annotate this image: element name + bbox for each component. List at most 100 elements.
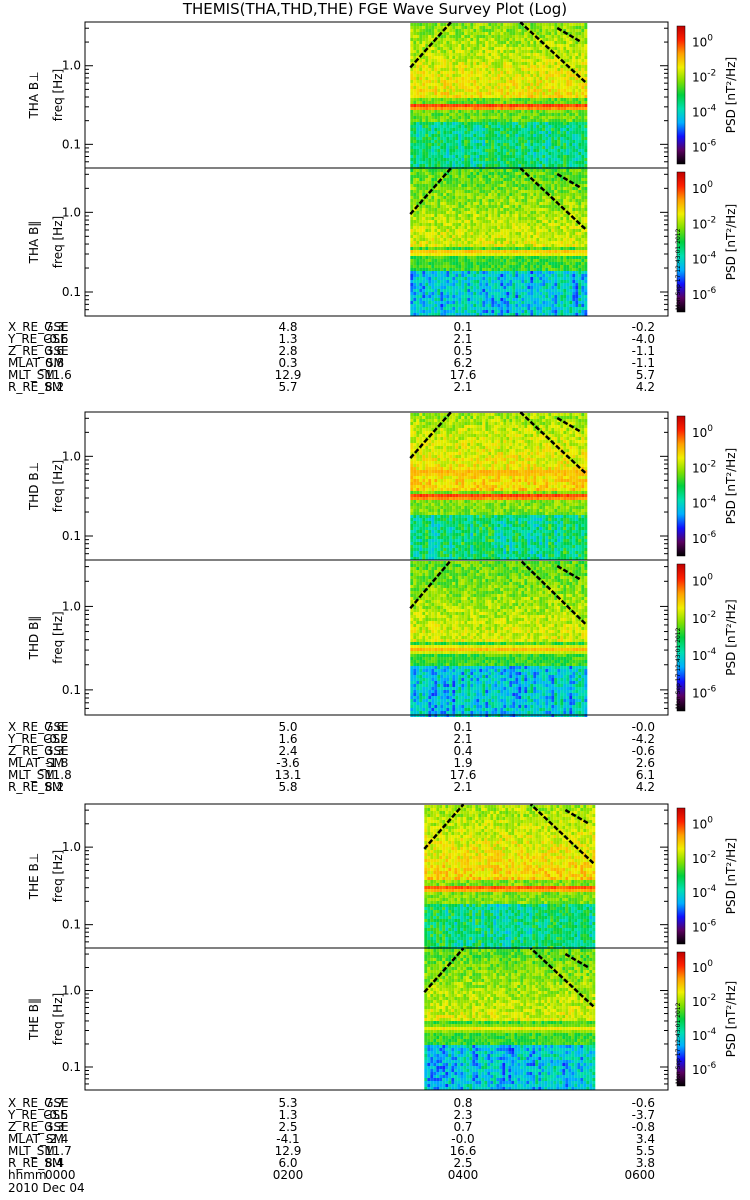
ephemeris-name: MLT_SM [8,768,55,782]
ephemeris-value: 3.6 [45,344,64,358]
ephemeris-value: -0.6 [632,744,655,758]
y-tick-label: 0.1 [62,918,81,932]
colorbar-label: PSD [nT²/Hz] [724,838,738,914]
colorbar [676,951,686,1087]
date-stamp: Mon Sep 17 12:43:01 2012 [675,627,682,709]
ephemeris-name: R_RE_SM [8,780,62,794]
ephemeris-value: 1.3 [278,332,297,346]
colorbar-tick-label: 10-4 [692,251,717,267]
y-tick-label: 1.0 [62,205,81,219]
ephemeris-name: Y_RE_GSE [7,332,68,346]
ephemeris-value: 5.7 [636,368,655,382]
y-ticks [85,953,668,1085]
y-axis-label: freq [Hz] [51,611,65,663]
ephemeris-name: Z_RE_GSE [8,1120,69,1134]
ephemeris-name: Z_RE_GSE [8,744,69,758]
cyclotron-curve [423,803,595,865]
spectrogram-panel [84,411,686,561]
panel-ylabel: THD B‖ [27,616,41,661]
panel-ylabel: THA B⊥ [27,71,41,119]
colorbar-tick-label: 10-6 [692,1061,717,1077]
spectrogram-panel [84,947,686,1091]
colorbar-tick-label: 100 [692,959,713,975]
y-axis-label: freq [Hz] [51,69,65,121]
cyclotron-curve [409,167,587,230]
ephemeris-value: 0.1 [453,320,472,334]
panel-ylabel: THE B‖ [27,998,41,1041]
ephemeris-value: -1.8 [45,756,68,770]
ephemeris-value: 5.8 [278,780,297,794]
ephemeris-value: 4.2 [636,780,655,794]
y-ticks [85,809,668,943]
colorbar-label: PSD [nT²/Hz] [724,599,738,675]
colorbar-tick-label: 10-2 [692,69,716,85]
ephemeris-value: 5.3 [278,1096,297,1110]
ephemeris-name: R_RE_SM [8,380,62,394]
ephemeris-value: 17.6 [450,368,477,382]
colorbar-label: PSD [nT²/Hz] [724,981,738,1057]
ephemeris-value: -0.0 [451,1132,474,1146]
ephemeris-value: -0.2 [632,320,655,334]
colorbar-tick-label: 10-6 [692,919,717,935]
ephemeris-name: MLAT_SM [8,356,64,370]
spectrogram-panel [84,803,686,949]
ephemeris-value: 1.9 [453,756,472,770]
ephemeris-value: 17.6 [450,768,477,782]
ephemeris-name: Z_RE_GSE [8,344,69,358]
ephemeris-value: 2.1 [453,332,472,346]
y-ticks [85,417,668,555]
ephemeris-value: 8.4 [45,1156,64,1170]
ephemeris-name: MLAT_SM [8,1132,64,1146]
colorbar-tick-label: 10-4 [692,103,717,119]
ephemeris-value: 2.1 [453,732,472,746]
ephemeris-value: 2.6 [636,756,655,770]
y-tick-label: 0.1 [62,1060,81,1074]
ephemeris-name: Y_RE_GSE [7,1108,68,1122]
date-label: 2010 Dec 04 [8,1181,85,1195]
ephemeris-value: 5.0 [278,720,297,734]
y-tick-label: 0.1 [62,529,81,543]
ephemeris-value: 16.6 [450,1144,477,1158]
ephemeris-value: 7.7 [45,1096,64,1110]
ephemeris-value: 7.6 [45,720,64,734]
ephemeris-value: -2.4 [45,1132,68,1146]
ephemeris-value: 0.7 [453,1120,472,1134]
plot-frame [84,167,669,317]
spectrogram-cells [410,169,588,316]
ephemeris-value: 3.8 [636,1156,655,1170]
ephemeris-value: -4.1 [276,1132,299,1146]
colorbar-tick-label: 100 [692,573,713,589]
colorbar [676,171,686,313]
colorbar-tick-label: 10-2 [692,993,716,1009]
date-stamp: Mon Sep 17 12:43:01 2012 [675,228,682,310]
ephemeris-value: 5.7 [278,380,297,394]
ephemeris-value: -0.6 [632,1096,655,1110]
ephemeris-value: 3.4 [636,1132,655,1146]
ephemeris-value: 3.3 [45,1120,64,1134]
time-tick-label: 0200 [273,1168,304,1182]
ephemeris-value: 3.3 [45,744,64,758]
plot-frame [84,559,669,716]
spectrogram-panel [84,21,686,170]
cyclotron-curve [423,947,595,1008]
y-ticks [85,173,668,311]
y-tick-label: 1.0 [62,599,81,613]
ephemeris-value: 5.5 [636,1144,655,1158]
ephemeris-name: X_RE_GSE [8,320,69,334]
panel-ylabel: THE B⊥ [27,853,41,900]
y-axis-label: freq [Hz] [51,850,65,902]
spectrogram-cells [424,805,596,949]
ephemeris-value: 2.1 [453,380,472,394]
date-stamp: Mon Sep 17 12:43:01 2012 [675,1002,682,1084]
ephemeris-value: 2.5 [278,1120,297,1134]
spectrogram-panel [84,167,686,317]
time-tick-label: 0400 [448,1168,479,1182]
ephemeris-value: -0.6 [45,332,68,346]
ephemeris-value: -4.0 [632,332,655,346]
ephemeris-value: 12.9 [275,1144,302,1158]
ephemeris-name: R_RE_SM [8,1156,62,1170]
chart-title: THEMIS(THA,THD,THE) FGE Wave Survey Plot… [182,0,568,18]
ephemeris-value: 1.6 [278,732,297,746]
colorbar-tick-label: 10-6 [692,530,717,546]
